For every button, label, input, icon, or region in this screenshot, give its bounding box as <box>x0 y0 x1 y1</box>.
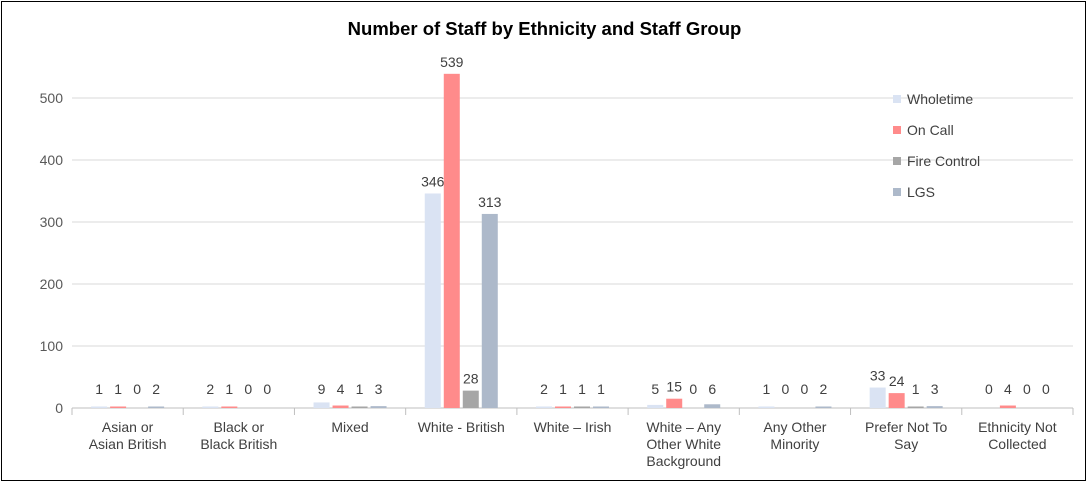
y-tick-label-0: 0 <box>55 400 63 416</box>
data-label-fire-control-white-british: 28 <box>463 371 479 387</box>
x-tick-label-ethnicity-not-collected-line-2: Collected <box>988 436 1046 452</box>
data-label-on-call-any-other-minority: 0 <box>782 381 790 397</box>
data-label-lgs-prefer-not-to-say: 3 <box>931 381 939 397</box>
data-label-fire-control-white-irish: 1 <box>578 381 586 397</box>
data-label-lgs-black-or-black-british: 0 <box>263 381 271 397</box>
data-label-lgs-asian-or-asian-british: 2 <box>152 381 160 397</box>
legend-label-on-call: On Call <box>907 122 954 138</box>
data-label-on-call-ethnicity-not-collected: 4 <box>1004 381 1012 397</box>
bar-lgs-white-irish <box>593 406 609 408</box>
bar-lgs-prefer-not-to-say <box>926 406 943 408</box>
legend-label-lgs: LGS <box>907 184 935 200</box>
chart-title: Number of Staff by Ethnicity and Staff G… <box>347 18 742 39</box>
x-tick-label-any-other-minority-line-2: Minority <box>770 436 819 452</box>
bar-fire-control-white-british <box>462 390 479 408</box>
bar-fire-control-mixed <box>351 406 368 408</box>
data-label-wholetime-mixed: 9 <box>318 381 326 397</box>
data-label-fire-control-black-or-black-british: 0 <box>244 381 252 397</box>
x-tick-label-any-other-minority-line-1: Any Other <box>763 419 826 435</box>
bar-on-call-mixed <box>332 405 349 408</box>
x-tick-label-asian-or-asian-british-line-1: Asian or <box>102 419 154 435</box>
x-tick-label-mixed-line-1: Mixed <box>331 419 368 435</box>
bar-on-call-black-or-black-british <box>221 406 238 408</box>
x-tick-label-white-irish-line-1: White – Irish <box>534 419 612 435</box>
data-label-wholetime-ethnicity-not-collected: 0 <box>985 381 993 397</box>
bar-lgs-any-other-minority <box>815 406 832 408</box>
data-label-wholetime-white-british: 346 <box>421 173 445 189</box>
data-label-lgs-white-irish: 1 <box>597 381 605 397</box>
data-label-lgs-any-other-minority: 2 <box>820 381 828 397</box>
bar-on-call-prefer-not-to-say <box>888 393 905 408</box>
data-label-on-call-white-any-other-white-background: 15 <box>666 379 682 395</box>
data-label-lgs-white-british: 313 <box>478 194 502 210</box>
data-label-fire-control-ethnicity-not-collected: 0 <box>1023 381 1031 397</box>
x-tick-label-white-any-other-white-background-line-2: Other White <box>646 436 721 452</box>
bar-on-call-asian-or-asian-british <box>110 406 127 408</box>
bar-lgs-mixed <box>370 406 387 408</box>
data-label-lgs-white-any-other-white-background: 6 <box>708 381 716 397</box>
y-tick-label-400: 400 <box>40 152 64 168</box>
data-label-fire-control-white-any-other-white-background: 0 <box>689 381 697 397</box>
legend-swatch-wholetime <box>893 95 901 103</box>
bar-lgs-asian-or-asian-british <box>148 406 165 408</box>
y-tick-label-200: 200 <box>40 276 64 292</box>
data-label-wholetime-white-any-other-white-background: 5 <box>651 381 659 397</box>
bar-wholetime-white-british <box>424 193 441 408</box>
bar-fire-control-white-irish <box>574 406 590 408</box>
x-tick-label-black-or-black-british-line-1: Black or <box>214 419 265 435</box>
legend-label-wholetime: Wholetime <box>907 91 973 107</box>
x-tick-label-asian-or-asian-british-line-2: Asian British <box>89 436 167 452</box>
legend-swatch-on-call <box>893 126 901 134</box>
bar-wholetime-prefer-not-to-say <box>869 387 886 408</box>
bar-lgs-white-any-other-white-background <box>704 404 721 408</box>
bar-wholetime-white-irish <box>536 406 552 408</box>
legend-swatch-lgs <box>893 188 901 196</box>
bar-fire-control-prefer-not-to-say <box>907 406 924 408</box>
data-label-wholetime-black-or-black-british: 2 <box>206 381 214 397</box>
data-label-wholetime-white-irish: 2 <box>540 381 548 397</box>
data-label-wholetime-any-other-minority: 1 <box>763 381 771 397</box>
bar-on-call-white-irish <box>555 406 571 408</box>
legend-label-fire-control: Fire Control <box>907 153 980 169</box>
data-label-on-call-asian-or-asian-british: 1 <box>114 381 122 397</box>
x-tick-label-black-or-black-british-line-2: Black British <box>200 436 277 452</box>
bar-on-call-white-any-other-white-background <box>666 398 683 408</box>
data-label-fire-control-asian-or-asian-british: 0 <box>133 381 141 397</box>
data-label-fire-control-prefer-not-to-say: 1 <box>912 381 920 397</box>
bar-wholetime-asian-or-asian-british <box>91 406 108 408</box>
x-tick-label-prefer-not-to-say-line-1: Prefer Not To <box>865 419 947 435</box>
y-tick-label-100: 100 <box>40 338 64 354</box>
x-tick-label-white-any-other-white-background-line-1: White – Any <box>646 419 721 435</box>
data-label-fire-control-any-other-minority: 0 <box>801 381 809 397</box>
legend-swatch-fire-control <box>893 157 901 165</box>
data-label-on-call-black-or-black-british: 1 <box>225 381 233 397</box>
x-tick-label-ethnicity-not-collected-line-1: Ethnicity Not <box>978 419 1057 435</box>
x-tick-label-white-british-line-1: White - British <box>418 419 505 435</box>
data-label-wholetime-asian-or-asian-british: 1 <box>95 381 103 397</box>
y-tick-label-300: 300 <box>40 214 64 230</box>
data-label-on-call-prefer-not-to-say: 24 <box>889 373 905 389</box>
data-label-wholetime-prefer-not-to-say: 33 <box>870 368 886 384</box>
bar-lgs-white-british <box>481 213 498 408</box>
bar-wholetime-black-or-black-british <box>202 406 219 408</box>
data-label-lgs-ethnicity-not-collected: 0 <box>1042 381 1050 397</box>
x-tick-label-prefer-not-to-say-line-2: Say <box>894 436 918 452</box>
x-tick-label-white-any-other-white-background-line-3: Background <box>646 453 721 469</box>
data-label-on-call-mixed: 4 <box>337 381 345 397</box>
data-label-on-call-white-british: 539 <box>440 54 464 70</box>
bar-on-call-white-british <box>443 73 460 408</box>
bar-on-call-ethnicity-not-collected <box>999 405 1016 408</box>
data-label-on-call-white-irish: 1 <box>559 381 567 397</box>
data-label-fire-control-mixed: 1 <box>356 381 364 397</box>
bar-wholetime-any-other-minority <box>758 406 775 408</box>
y-tick-label-500: 500 <box>40 90 64 106</box>
data-label-lgs-mixed: 3 <box>375 381 383 397</box>
bar-wholetime-mixed <box>313 402 330 408</box>
bar-wholetime-white-any-other-white-background <box>647 404 664 408</box>
